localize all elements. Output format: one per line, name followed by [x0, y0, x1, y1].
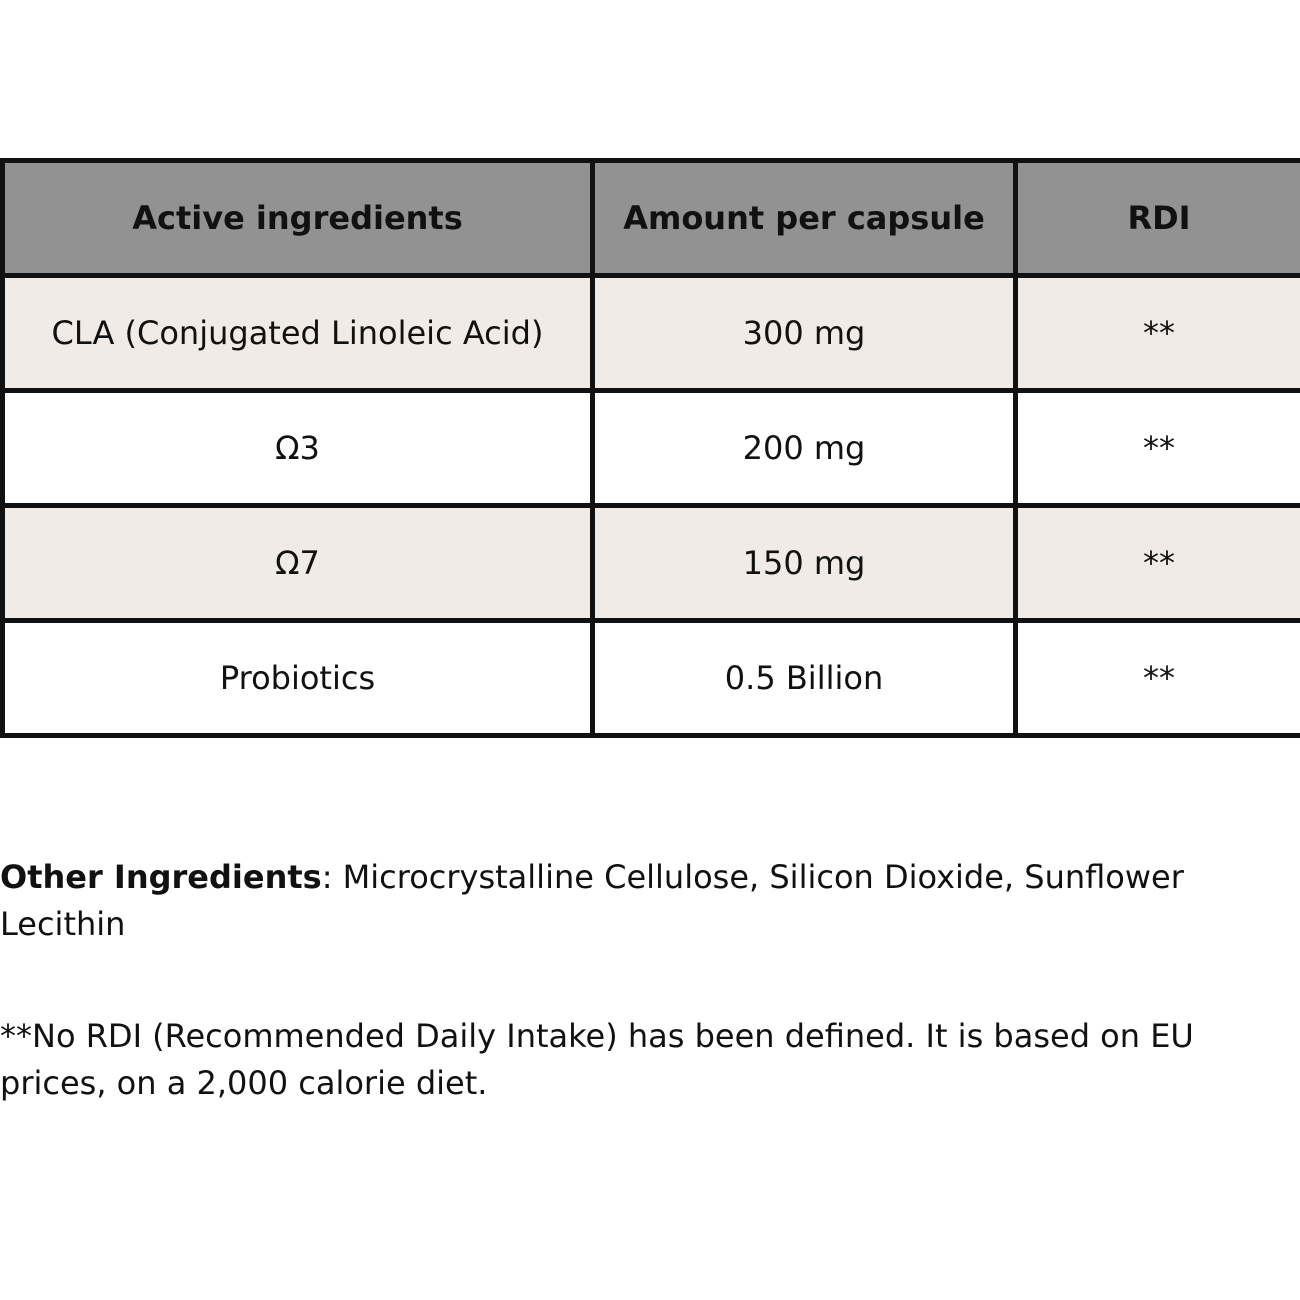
table-header-row: Active ingredients Amount per capsule RD…	[0, 158, 1300, 278]
ingredient-cell: CLA (Conjugated Linoleic Acid)	[0, 273, 595, 393]
table-row: Probiotics 0.5 Billion **	[0, 618, 1300, 738]
other-ingredients-note: Other Ingredients: Microcrystalline Cell…	[0, 854, 1290, 948]
other-ingredients-text: : Microcrystalline Cellulose, Silicon Di…	[0, 858, 1184, 943]
header-rdi: RDI	[1013, 158, 1300, 278]
other-ingredients-label: Other Ingredients	[0, 858, 322, 896]
rdi-footnote: **No RDI (Recommended Daily Intake) has …	[0, 1017, 1194, 1102]
rdi-cell: **	[1013, 503, 1300, 623]
header-amount-per-capsule: Amount per capsule	[590, 158, 1018, 278]
table-row: Ω7 150 mg **	[0, 503, 1300, 623]
amount-cell: 150 mg	[590, 503, 1018, 623]
ingredient-cell: Ω3	[0, 388, 595, 508]
rdi-cell: **	[1013, 618, 1300, 738]
ingredient-cell: Ω7	[0, 503, 595, 623]
amount-cell: 200 mg	[590, 388, 1018, 508]
ingredient-cell: Probiotics	[0, 618, 595, 738]
rdi-cell: **	[1013, 388, 1300, 508]
header-active-ingredients: Active ingredients	[0, 158, 595, 278]
table-row: Ω3 200 mg **	[0, 388, 1300, 508]
ingredients-table: Active ingredients Amount per capsule RD…	[0, 158, 1300, 738]
amount-cell: 0.5 Billion	[590, 618, 1018, 738]
amount-cell: 300 mg	[590, 273, 1018, 393]
rdi-cell: **	[1013, 273, 1300, 393]
table-row: CLA (Conjugated Linoleic Acid) 300 mg **	[0, 273, 1300, 393]
